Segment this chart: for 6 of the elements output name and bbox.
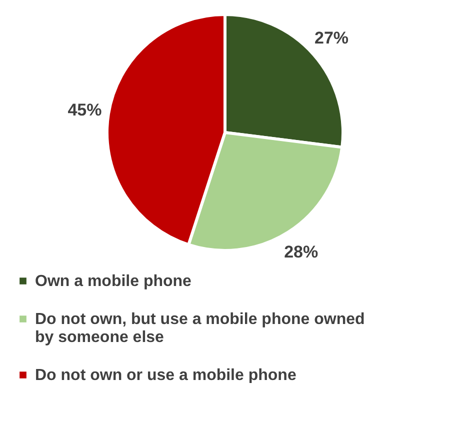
legend-label: Do not own or use a mobile phone (35, 367, 296, 384)
data-label: 27% (314, 28, 349, 48)
data-label: 28% (284, 242, 318, 262)
legend-label: Own a mobile phone (35, 273, 192, 290)
data-label: 45% (68, 100, 102, 120)
legend-label: Do not own, but use a mobile phone owned by someone else (35, 311, 365, 346)
